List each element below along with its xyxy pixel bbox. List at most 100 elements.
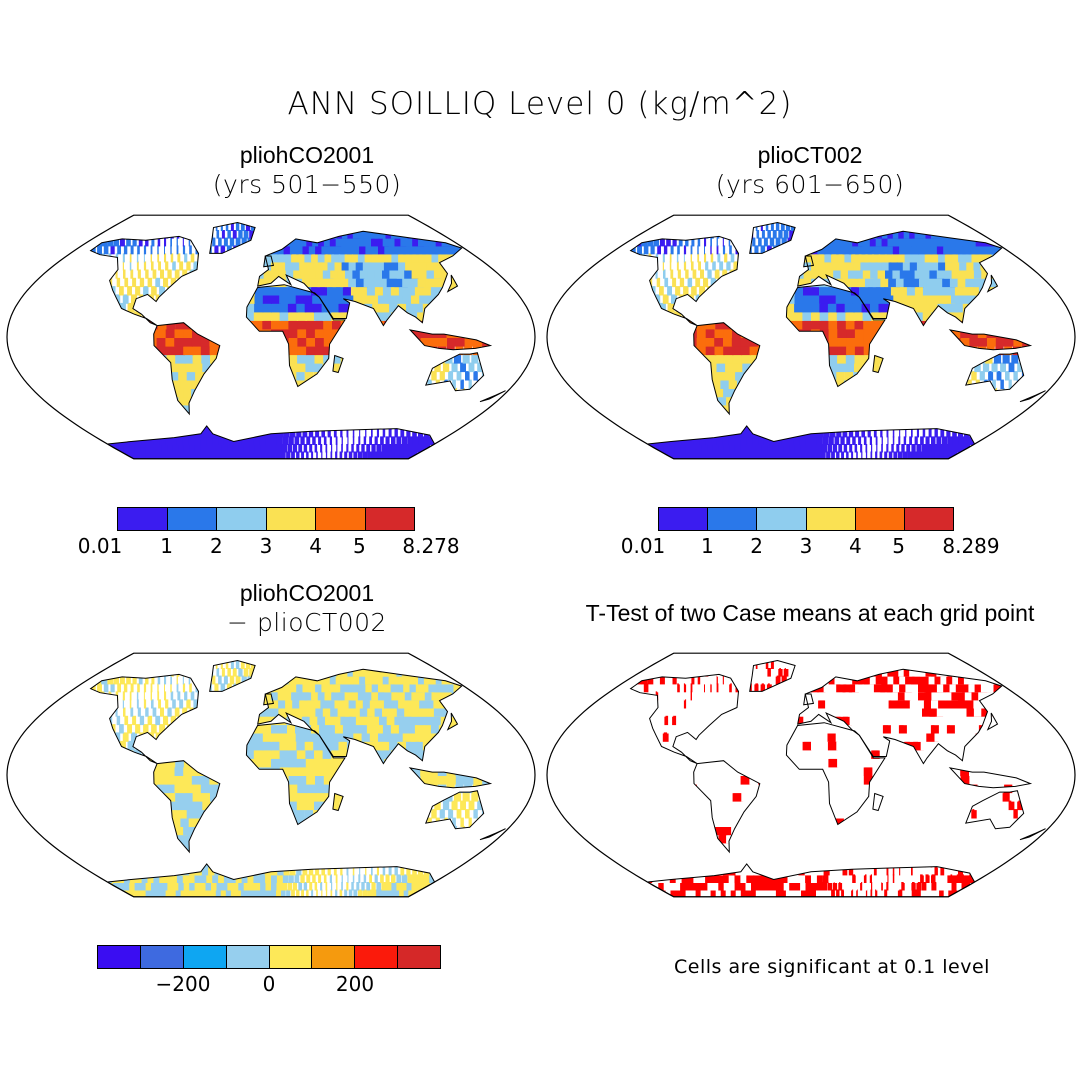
colorbar-tick-label: 8.278 [402,534,460,558]
coastline-japan [986,712,999,731]
colorbar-swatch-3 [806,508,856,530]
panel-4-title: T-Test of two Case means at each grid po… [585,600,1035,626]
coastline-japan [446,274,459,293]
colorbar-swatch-3 [226,946,270,968]
colorbar-tick-label: 1 [700,534,714,558]
colorbar-tick-label: −200 [155,972,211,996]
coastline-japan [986,274,999,293]
panel-2-map [546,214,1076,460]
coastline-greenland [749,221,796,254]
coastline-australia [425,790,485,830]
panel-3-map [6,652,536,898]
coastline-nz [479,828,506,841]
coastline-madagascar [332,354,344,374]
coastline-uk [263,255,275,268]
coastline-madagascar [872,354,884,374]
colorbar-swatch-7 [398,946,440,968]
coastline-samerica [693,322,761,416]
coastline-uk [803,255,815,268]
coastline-japan [446,712,459,731]
coastline-australia [425,352,485,392]
colorbar-tick-label: 8.289 [942,534,1000,558]
colorbar-swatches [97,945,441,969]
coastline-nz [1019,828,1046,841]
coastline-greenland [749,659,796,692]
panel-3-subtitle: − plioCT002 [227,608,387,637]
coastline-africa [245,284,346,388]
coastline-uk [263,693,275,706]
colorbar-swatch-0 [659,508,709,530]
coastline-madagascar [872,792,884,812]
colorbar-labels: −200 0 200 [97,972,441,996]
coastline-greenland [209,659,256,692]
colorbar-tick-label: 3 [259,534,273,558]
colorbar-swatch-2 [757,508,807,530]
panel-3-colorbar: −200 0 200 [97,945,441,996]
coastline-samerica [153,760,221,854]
panel-2-subtitle: (yrs 601−650) [715,170,905,199]
colorbar-tick-label: 2 [209,534,223,558]
colorbar-swatches [658,507,954,531]
colorbar-swatch-4 [316,508,366,530]
coastline-namerica [89,235,200,327]
map-outline [546,214,1076,460]
colorbar-swatch-6 [355,946,399,968]
colorbar-swatch-2 [217,508,267,530]
coastline-australia [965,790,1025,830]
colorbar-tick-label: 0.01 [620,534,666,558]
colorbar-swatch-1 [167,508,217,530]
significance-note: Cells are significant at 0.1 level [674,956,990,978]
colorbar-swatch-2 [183,946,227,968]
coastline-indonesia [948,767,1033,789]
coastline-indonesia [408,767,493,789]
colorbar-swatch-3 [266,508,316,530]
coastline-namerica [89,673,200,765]
colorbar-tick-label: 4 [848,534,862,558]
colorbar-swatch-5 [904,508,954,530]
coastline-africa [785,284,886,388]
map-outline [6,214,536,460]
panel-3-title: pliohCO2001 [239,580,375,606]
coastline-africa [245,722,346,826]
colorbar-labels: 0.01 1 2 3 4 5 8.278 [78,534,460,558]
coastline-namerica [629,673,740,765]
colorbar-tick-label: 0.01 [77,534,123,558]
figure-title: ANN SOILLIQ Level 0 (kg/m^2) [287,86,793,122]
colorbar-tick-label: 4 [309,534,323,558]
colorbar-swatch-0 [98,946,141,968]
coastline-nz [1019,390,1046,403]
panel-1-colorbar: 0.01 1 2 3 4 5 8.278 [78,507,460,558]
coastline-australia [965,352,1025,392]
colorbar-swatch-0 [118,508,168,530]
colorbar-tick-label: 5 [892,534,906,558]
colorbar-tick-label: 5 [352,534,366,558]
colorbar-swatch-4 [855,508,905,530]
panel-4-map [546,652,1076,898]
coastline-nz [479,390,506,403]
colorbar-tick-label: 200 [335,972,375,996]
coastline-africa [785,722,886,826]
panel-1-map [6,214,536,460]
panel-2-colorbar: 0.01 1 2 3 4 5 8.289 [621,507,1000,558]
map-outline [546,652,1076,898]
colorbar-tick-label: 3 [799,534,813,558]
map-outline [6,652,536,898]
colorbar-swatch-5 [312,946,356,968]
coastline-uk [803,693,815,706]
colorbar-swatch-5 [365,508,414,530]
panel-2-title: plioCT002 [757,142,863,168]
colorbar-labels: 0.01 1 2 3 4 5 8.289 [621,534,1000,558]
coastline-namerica [629,235,740,327]
colorbar-swatch-1 [140,946,184,968]
coastline-samerica [693,760,761,854]
coastline-greenland [209,221,256,254]
panel-1-subtitle: (yrs 501−550) [212,170,402,199]
colorbar-swatch-4 [269,946,313,968]
colorbar-tick-label: 0 [262,972,276,996]
colorbar-swatches [117,507,415,531]
coastline-indonesia [948,329,1033,351]
colorbar-tick-label: 1 [160,534,174,558]
coastline-samerica [153,322,221,416]
coastline-indonesia [408,329,493,351]
coastline-madagascar [332,792,344,812]
